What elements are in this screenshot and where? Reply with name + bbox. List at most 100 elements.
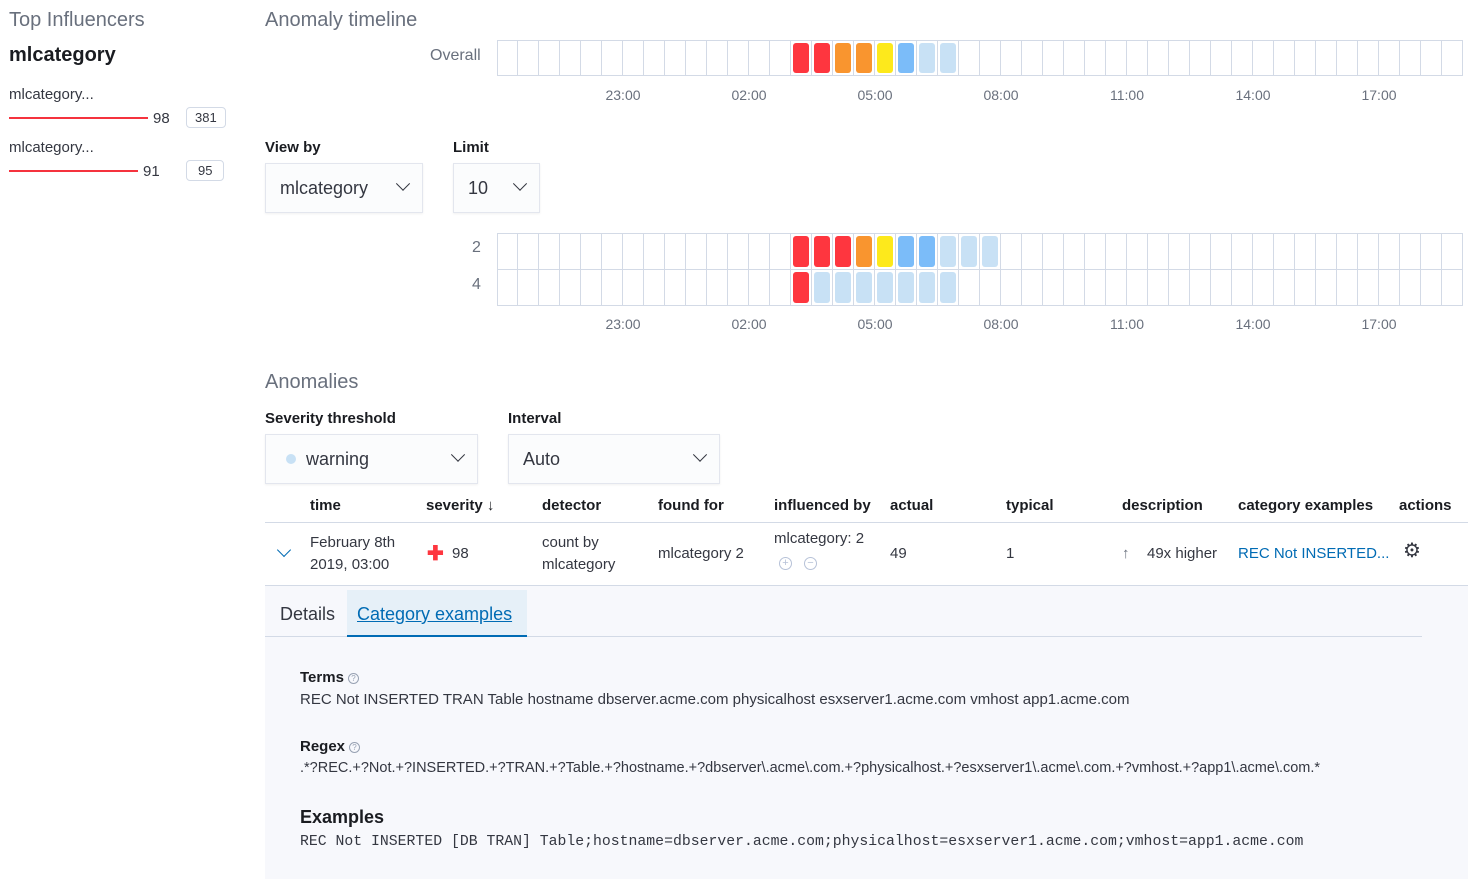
swimlane-cell[interactable] <box>770 233 791 270</box>
swimlane-cell[interactable] <box>623 233 644 270</box>
collapse-row-chevron-icon[interactable] <box>276 542 292 558</box>
swimlane-cell[interactable] <box>560 233 581 270</box>
swimlane-cell[interactable] <box>896 40 917 76</box>
swimlane-cell[interactable] <box>1169 40 1190 76</box>
swimlane-cell[interactable] <box>665 233 686 270</box>
column-header-influenced-by[interactable]: influenced by <box>774 497 871 514</box>
column-header-time[interactable]: time <box>310 497 341 514</box>
swimlane-cell[interactable] <box>581 40 602 76</box>
swimlane-cell[interactable] <box>497 233 518 270</box>
swimlane-cell[interactable] <box>1190 233 1211 270</box>
swimlane-cell[interactable] <box>1169 269 1190 306</box>
swimlane-cell[interactable] <box>497 269 518 306</box>
swimlane-cell[interactable] <box>1295 40 1316 76</box>
swimlane-cell[interactable] <box>1316 233 1337 270</box>
tab-category-examples[interactable]: Category examples <box>347 590 527 637</box>
swimlane-cell[interactable] <box>875 269 896 306</box>
swimlane-cell[interactable] <box>938 40 959 76</box>
swimlane-cell[interactable] <box>854 233 875 270</box>
swimlane-cell[interactable] <box>917 40 938 76</box>
swimlane-cell[interactable] <box>518 40 539 76</box>
swimlane-cell[interactable] <box>791 40 812 76</box>
swimlane-cell[interactable] <box>539 233 560 270</box>
view-by-select[interactable]: mlcategory <box>265 163 423 213</box>
swimlane-cell[interactable] <box>1085 233 1106 270</box>
swimlane-cell[interactable] <box>791 233 812 270</box>
swimlane-cell[interactable] <box>1043 40 1064 76</box>
swimlane-cell[interactable] <box>770 269 791 306</box>
swimlane-cell[interactable] <box>959 40 980 76</box>
swimlane-cell[interactable] <box>644 233 665 270</box>
help-icon[interactable]: ? <box>347 672 359 684</box>
swimlane-cell[interactable] <box>707 233 728 270</box>
swimlane-cell[interactable] <box>623 40 644 76</box>
swimlane-cell[interactable] <box>518 233 539 270</box>
swimlane-cell[interactable] <box>602 40 623 76</box>
swimlane-cell[interactable] <box>1064 233 1085 270</box>
add-filter-icon[interactable]: + <box>779 557 792 570</box>
swimlane-cell[interactable] <box>1106 233 1127 270</box>
swimlane-cell[interactable] <box>728 40 749 76</box>
swimlane-cell[interactable] <box>1106 269 1127 306</box>
swimlane-cell[interactable] <box>707 269 728 306</box>
influencer-label[interactable]: mlcategory... <box>9 139 94 156</box>
swimlane-cell[interactable] <box>1274 233 1295 270</box>
swimlane-cell[interactable] <box>1106 40 1127 76</box>
swimlane-cell[interactable] <box>791 269 812 306</box>
gear-icon[interactable]: ⚙ <box>1403 540 1421 562</box>
swimlane-cell[interactable] <box>1379 40 1400 76</box>
swimlane-cell[interactable] <box>959 269 980 306</box>
swimlane-cell[interactable] <box>539 269 560 306</box>
swimlane-cell[interactable] <box>1442 269 1463 306</box>
swimlane-cell[interactable] <box>1358 233 1379 270</box>
swimlane-cell[interactable] <box>518 269 539 306</box>
swimlane-cell[interactable] <box>644 40 665 76</box>
column-header-description[interactable]: description <box>1122 497 1203 514</box>
swimlane-cell[interactable] <box>770 40 791 76</box>
swimlane-cell[interactable] <box>1295 233 1316 270</box>
swimlane-cell[interactable] <box>1043 233 1064 270</box>
swimlane-cell[interactable] <box>1379 233 1400 270</box>
swimlane-cell[interactable] <box>1127 233 1148 270</box>
swimlane-cell[interactable] <box>1127 269 1148 306</box>
swimlane-cell[interactable] <box>749 233 770 270</box>
swimlane-cell[interactable] <box>1211 269 1232 306</box>
swimlane-cell[interactable] <box>1421 233 1442 270</box>
swimlane-cell[interactable] <box>833 233 854 270</box>
swimlane-cell[interactable] <box>1316 40 1337 76</box>
swimlane-cell[interactable] <box>1190 40 1211 76</box>
tab-details[interactable]: Details <box>280 604 336 624</box>
swimlane-cell[interactable] <box>854 40 875 76</box>
swimlane-cell[interactable] <box>707 40 728 76</box>
swimlane-cell[interactable] <box>1295 269 1316 306</box>
swimlane-cell[interactable] <box>1022 40 1043 76</box>
swimlane-cell[interactable] <box>749 40 770 76</box>
swimlane-cell[interactable] <box>665 40 686 76</box>
swimlane-cell[interactable] <box>602 233 623 270</box>
interval-select[interactable]: Auto <box>508 434 720 484</box>
swimlane-cell[interactable] <box>896 269 917 306</box>
swimlane-cell[interactable] <box>686 233 707 270</box>
column-header-severity[interactable]: severity ↓ <box>426 497 494 514</box>
swimlane-cell[interactable] <box>644 269 665 306</box>
swimlane-cell[interactable] <box>1442 40 1463 76</box>
column-header-typical[interactable]: typical <box>1006 497 1054 514</box>
swimlane-cell[interactable] <box>1148 233 1169 270</box>
swimlane-cell[interactable] <box>833 269 854 306</box>
swimlane-cell[interactable] <box>1022 269 1043 306</box>
swimlane-cell[interactable] <box>1337 233 1358 270</box>
swimlane-cell[interactable] <box>686 40 707 76</box>
swimlane-cell[interactable] <box>812 40 833 76</box>
swimlane-cell[interactable] <box>539 40 560 76</box>
swimlane-cell[interactable] <box>812 233 833 270</box>
swimlane-cell[interactable] <box>1148 269 1169 306</box>
swimlane-cell[interactable] <box>980 40 1001 76</box>
swimlane-cell[interactable] <box>917 269 938 306</box>
severity-threshold-select[interactable]: warning <box>265 434 478 484</box>
column-header-actual[interactable]: actual <box>890 497 934 514</box>
swimlane-cell[interactable] <box>875 233 896 270</box>
swimlane-cell[interactable] <box>623 269 644 306</box>
swimlane-cell[interactable] <box>875 40 896 76</box>
swimlane-cell[interactable] <box>1127 40 1148 76</box>
swimlane-cell[interactable] <box>497 40 518 76</box>
